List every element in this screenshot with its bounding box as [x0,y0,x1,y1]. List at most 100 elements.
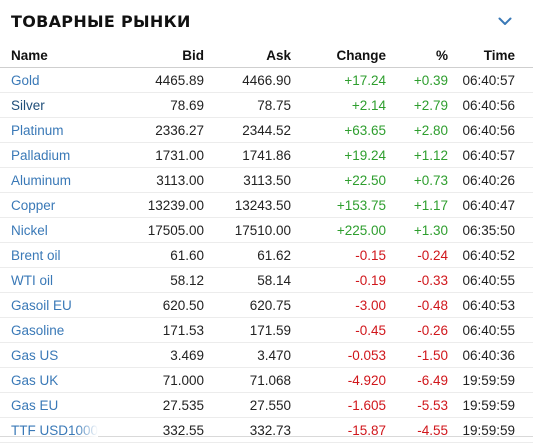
instrument-name[interactable]: Gas UK [0,367,119,393]
instrument-name[interactable]: Gasoline [0,317,119,343]
instrument-name[interactable]: WTI oil [0,267,119,293]
change-value: +63.65 [291,117,386,143]
table-row[interactable]: WTI oil 58.12 58.14 -0.19 -0.33 06:40:55 [0,267,533,293]
table-row[interactable]: Brent oil 61.60 61.62 -0.15 -0.24 06:40:52 [0,242,533,268]
time-value: 06:40:57 [448,67,533,93]
percent-change-value: -0.24 [386,242,448,268]
table-row[interactable]: Gasoline 171.53 171.59 -0.45 -0.26 06:40:55 [0,317,533,343]
bid-value: 78.69 [119,92,204,118]
instrument-name[interactable]: Nickel [0,217,119,243]
time-value: 06:40:26 [448,167,533,193]
ask-value: 58.14 [204,267,291,293]
col-header-name[interactable]: Name [0,43,119,68]
ask-value: 27.550 [204,392,291,418]
change-value: +22.50 [291,167,386,193]
bid-value: 4465.89 [119,67,204,93]
instrument-name[interactable]: Gasoil EU [0,292,119,318]
table-row[interactable]: Gas EU 27.535 27.550 -1.605 -5.53 19:59:59 [0,392,533,418]
ask-value: 13243.50 [204,192,291,218]
ask-value: 3113.50 [204,167,291,193]
percent-change-value: +0.73 [386,167,448,193]
bid-value: 3113.00 [119,167,204,193]
instrument-name[interactable]: Gas US [0,342,119,368]
instrument-name[interactable]: Aluminum [0,167,119,193]
time-value: 06:35:50 [448,217,533,243]
bid-value: 61.60 [119,242,204,268]
instrument-name[interactable]: TTF USD1000 [0,417,119,443]
ask-value: 620.75 [204,292,291,318]
bid-value: 1731.00 [119,142,204,168]
bid-value: 58.12 [119,267,204,293]
time-value: 19:59:59 [448,367,533,393]
change-value: +19.24 [291,142,386,168]
table-row[interactable]: Silver 78.69 78.75 +2.14 +2.79 06:40:56 [0,92,533,118]
percent-change-value: +1.17 [386,192,448,218]
col-header-change[interactable]: Change [291,43,386,68]
widget-header: ТОВАРНЫЕ РЫНКИ [0,0,533,43]
time-value: 06:40:36 [448,342,533,368]
table-row[interactable]: Aluminum 3113.00 3113.50 +22.50 +0.73 06:40:2… [0,167,533,193]
col-header-percent[interactable]: % [386,43,448,68]
widget-title: ТОВАРНЫЕ РЫНКИ [11,12,191,31]
instrument-name[interactable]: Gold [0,67,119,93]
change-value: +225.00 [291,217,386,243]
time-value: 06:40:55 [448,317,533,343]
table-header: Name Bid Ask Change % Time [0,43,533,68]
ask-value: 61.62 [204,242,291,268]
table-row[interactable]: Platinum 2336.27 2344.52 +63.65 +2.80 06:40:5… [0,117,533,143]
table-row[interactable]: Gas US 3.469 3.470 -0.053 -1.50 06:40:36 [0,342,533,368]
instrument-name[interactable]: Brent oil [0,242,119,268]
table-row[interactable]: Gasoil EU 620.50 620.75 -3.00 -0.48 06:40:53 [0,292,533,318]
chevron-down-icon[interactable] [495,12,515,32]
bid-value: 332.55 [119,417,204,443]
table-row[interactable]: Gas UK 71.000 71.068 -4.920 -6.49 19:59:59 [0,367,533,393]
change-value: +2.14 [291,92,386,118]
bid-value: 620.50 [119,292,204,318]
percent-change-value: +2.79 [386,92,448,118]
percent-change-value: -0.26 [386,317,448,343]
col-header-time[interactable]: Time [448,43,533,68]
instrument-name[interactable]: Platinum [0,117,119,143]
table-row[interactable]: Copper 13239.00 13243.50 +153.75 +1.17 06:40:… [0,192,533,218]
change-value: -15.87 [291,417,386,443]
bid-value: 171.53 [119,317,204,343]
instrument-name[interactable]: Copper [0,192,119,218]
time-value: 06:40:55 [448,267,533,293]
percent-change-value: +1.12 [386,142,448,168]
percent-change-value: -4.55 [386,417,448,443]
time-value: 06:40:56 [448,117,533,143]
bid-value: 3.469 [119,342,204,368]
bid-value: 2336.27 [119,117,204,143]
bid-value: 71.000 [119,367,204,393]
ask-value: 17510.00 [204,217,291,243]
header-row: Name Bid Ask Change % Time [0,43,533,68]
table-row[interactable]: TTF USD1000 332.55 332.73 -15.87 -4.55 19:59:… [0,417,533,443]
instrument-name[interactable]: Silver [0,92,119,118]
col-header-bid[interactable]: Bid [119,43,204,68]
time-value: 19:59:59 [448,417,533,443]
instrument-name[interactable]: Palladium [0,142,119,168]
bid-value: 27.535 [119,392,204,418]
time-value: 06:40:56 [448,92,533,118]
ask-value: 4466.90 [204,67,291,93]
instrument-name[interactable]: Gas EU [0,392,119,418]
ask-value: 3.470 [204,342,291,368]
change-value: -0.053 [291,342,386,368]
table-row[interactable]: Nickel 17505.00 17510.00 +225.00 +1.30 06:35:… [0,217,533,243]
col-header-ask[interactable]: Ask [204,43,291,68]
ask-value: 78.75 [204,92,291,118]
table-body: Gold 4465.89 4466.90 +17.24 +0.39 06:40:57 Sil… [0,67,533,443]
time-value: 06:40:47 [448,192,533,218]
bid-value: 17505.00 [119,217,204,243]
bid-value: 13239.00 [119,192,204,218]
percent-change-value: -0.33 [386,267,448,293]
table-row[interactable]: Palladium 1731.00 1741.86 +19.24 +1.12 06:40:… [0,142,533,168]
ask-value: 1741.86 [204,142,291,168]
ask-value: 71.068 [204,367,291,393]
change-value: -0.15 [291,242,386,268]
table-row[interactable]: Gold 4465.89 4466.90 +17.24 +0.39 06:40:57 [0,67,533,93]
percent-change-value: +2.80 [386,117,448,143]
chevron-down-icon-glyph [498,17,512,25]
time-value: 06:40:57 [448,142,533,168]
time-value: 06:40:53 [448,292,533,318]
